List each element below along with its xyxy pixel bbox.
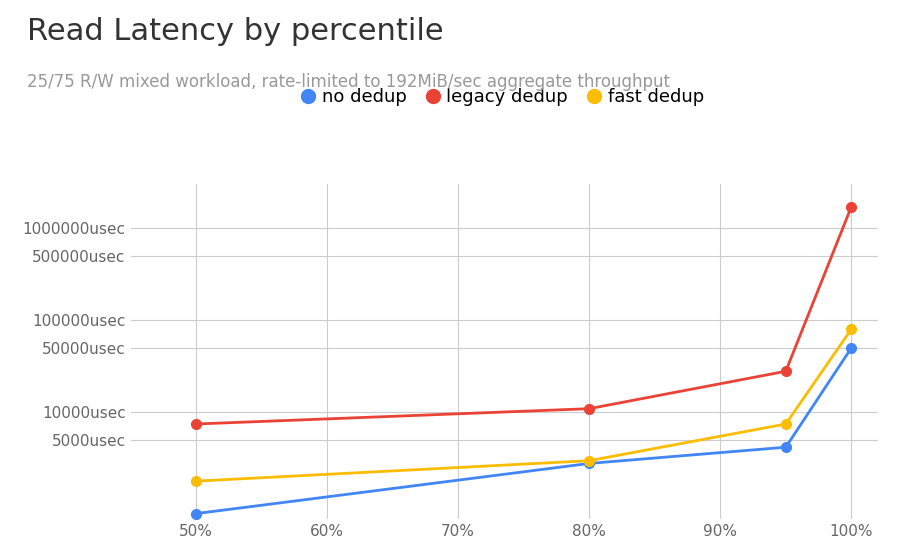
no dedup xyxy=(846,345,857,352)
fast dedup xyxy=(584,458,595,464)
Line: no dedup: no dedup xyxy=(191,343,856,518)
Line: fast dedup: fast dedup xyxy=(191,324,856,486)
legacy dedup xyxy=(191,421,202,427)
Text: Read Latency by percentile: Read Latency by percentile xyxy=(27,17,444,46)
Line: legacy dedup: legacy dedup xyxy=(191,202,856,429)
legacy dedup xyxy=(584,405,595,412)
fast dedup xyxy=(191,478,202,484)
no dedup xyxy=(584,460,595,467)
no dedup xyxy=(191,510,202,517)
legacy dedup xyxy=(780,368,791,374)
fast dedup xyxy=(780,421,791,427)
legacy dedup xyxy=(846,204,857,210)
fast dedup xyxy=(846,326,857,333)
Text: 25/75 R/W mixed workload, rate-limited to 192MiB/sec aggregate throughput: 25/75 R/W mixed workload, rate-limited t… xyxy=(27,73,670,90)
Legend: no dedup, legacy dedup, fast dedup: no dedup, legacy dedup, fast dedup xyxy=(297,81,711,113)
no dedup xyxy=(780,444,791,450)
